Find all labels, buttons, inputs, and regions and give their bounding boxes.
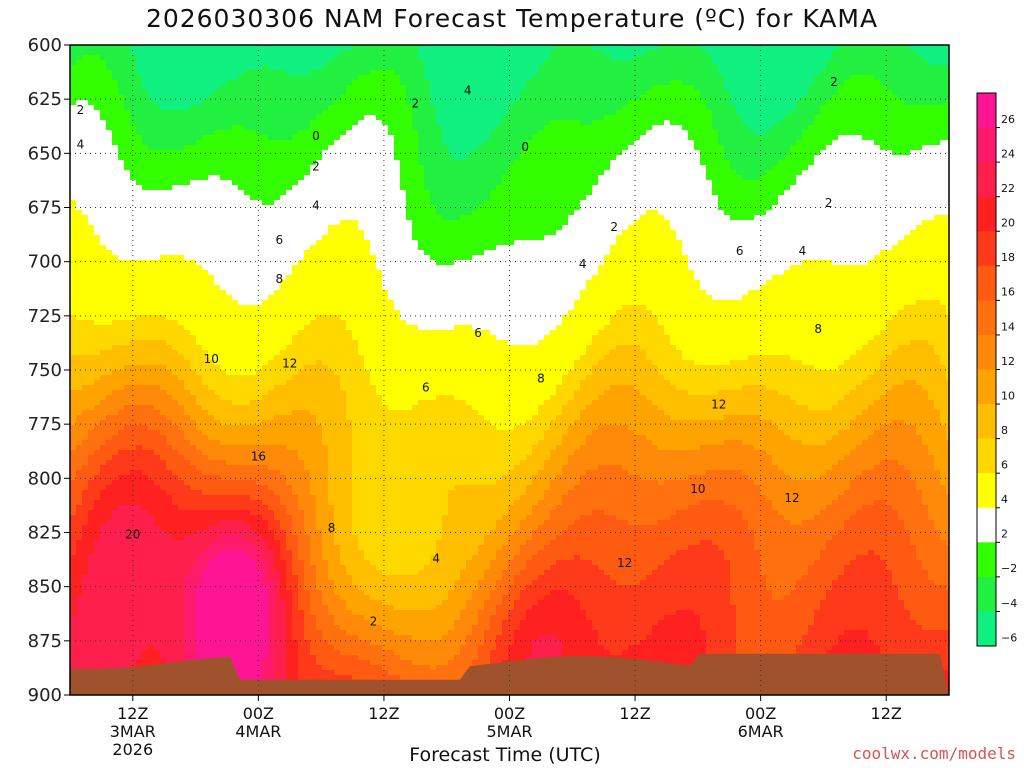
colorbar-swatch — [977, 611, 996, 647]
x-tick-label: 12Z — [368, 704, 399, 723]
y-tick-label: 775 — [28, 414, 62, 435]
contour-label: 12 — [784, 491, 799, 505]
colorbar-swatch — [977, 231, 996, 267]
colorbar-swatch — [977, 93, 996, 129]
colorbar-label: 24 — [1001, 147, 1015, 160]
colorbar-swatch — [977, 196, 996, 232]
y-tick-label: 650 — [28, 143, 62, 164]
x-tick-label: 3MAR — [110, 722, 156, 741]
colorbar-label: 4 — [1001, 493, 1008, 506]
x-tick-label: 2026 — [112, 740, 153, 759]
contour-label: 16 — [251, 450, 266, 464]
colorbar-label: 18 — [1001, 251, 1015, 264]
contour-label: 2 — [312, 159, 320, 173]
colorbar-swatch — [977, 507, 996, 543]
contour-label: 6 — [736, 244, 744, 258]
colorbar: 26 24 22 20 18 16 14 12 10 8 6 4 2 −2 −4 −6 — [976, 92, 1017, 647]
y-tick-label: 800 — [28, 468, 62, 489]
colorbar-label: 22 — [1001, 182, 1015, 195]
contour-label: 8 — [275, 272, 283, 286]
colorbar-label: 14 — [1001, 320, 1015, 333]
contour-label: 10 — [690, 482, 705, 496]
colorbar-swatch — [977, 404, 996, 440]
contour-label: 4 — [312, 198, 320, 212]
x-tick-label: 5MAR — [486, 722, 532, 741]
colorbar-label: 16 — [1001, 286, 1015, 299]
contour-label: 2 — [825, 196, 833, 210]
x-tick-label: 12Z — [871, 704, 902, 723]
contour-label: 4 — [432, 552, 440, 566]
contour-label: 6 — [275, 233, 283, 247]
y-tick-label: 875 — [28, 631, 62, 652]
contour-label: 4 — [579, 257, 587, 271]
contour-labels: 0 0 2 2 2 4 4 2 4 2 2 6 4 6 4 8 6 8 10 12 8 6 12 16 10 12 20 8 4 12 2 — [77, 75, 838, 628]
colorbar-swatch — [977, 473, 996, 509]
colorbar-swatch — [977, 369, 996, 405]
contour-label: 12 — [711, 398, 726, 412]
grid — [70, 45, 949, 695]
y-tick-label: 825 — [28, 523, 62, 544]
contour-label: 2 — [370, 614, 378, 628]
contour-label: 12 — [617, 556, 632, 570]
y-tick-label: 750 — [28, 360, 62, 381]
contour-label: 0 — [312, 129, 320, 143]
colorbar-label: 26 — [1001, 113, 1015, 126]
colorbar-swatch — [977, 127, 996, 163]
colorbar-swatch — [977, 265, 996, 301]
contour-label: 2 — [412, 97, 420, 111]
colorbar-swatch — [977, 162, 996, 198]
plot-area — [70, 45, 949, 695]
contour-label: 12 — [282, 357, 297, 371]
x-tick-label: 12Z — [117, 704, 148, 723]
contour-label: 8 — [328, 521, 336, 535]
contour-label: 2 — [77, 103, 85, 117]
y-tick-label: 625 — [28, 89, 62, 110]
colorbar-swatch — [977, 300, 996, 336]
contour-label: 0 — [521, 140, 529, 154]
contour-label: 2 — [610, 220, 618, 234]
x-tick-label: 12Z — [619, 704, 650, 723]
y-tick-label: 600 — [28, 35, 62, 56]
contour-label: 4 — [464, 84, 472, 98]
y-tick-label: 725 — [28, 306, 62, 327]
credit-text: coolwx.com/models — [852, 744, 1016, 763]
colorbar-label: −4 — [1001, 597, 1017, 610]
x-tick-label: 00Z — [494, 704, 525, 723]
colorbar-label: 12 — [1001, 355, 1015, 368]
colorbar-label: 20 — [1001, 217, 1015, 230]
contour-label: 6 — [474, 326, 482, 340]
x-axis-label: Forecast Time (UTC) — [409, 744, 601, 766]
contour-label: 20 — [125, 528, 140, 542]
y-tick-label: 700 — [28, 252, 62, 273]
x-tick-label: 6MAR — [738, 722, 784, 741]
contour-label: 4 — [77, 138, 85, 152]
ground-area — [70, 653, 949, 695]
colorbar-swatch — [977, 542, 996, 578]
y-tick-label: 850 — [28, 577, 62, 598]
x-tick-label: 00Z — [745, 704, 776, 723]
colorbar-label: 6 — [1001, 459, 1008, 472]
colorbar-label: 8 — [1001, 424, 1008, 437]
contour-label: 8 — [814, 322, 822, 336]
colorbar-swatch — [977, 438, 996, 474]
x-tick-label: 4MAR — [235, 722, 281, 741]
contour-label: 4 — [799, 244, 807, 258]
contour-label: 6 — [422, 380, 430, 394]
contour-label: 2 — [830, 75, 838, 89]
contour-label: 8 — [537, 372, 545, 386]
colorbar-label: −6 — [1001, 631, 1017, 644]
colorbar-swatch — [977, 334, 996, 370]
colorbar-label: 2 — [1001, 528, 1008, 541]
x-tick-label: 00Z — [243, 704, 274, 723]
colorbar-label: 10 — [1001, 389, 1015, 402]
y-tick-label: 900 — [28, 685, 62, 706]
colorbar-label: −2 — [1001, 562, 1017, 575]
chart-title: 2026030306 NAM Forecast Temperature (ºC)… — [145, 4, 879, 33]
y-axis: 600 625 650 675 700 725 750 775 800 825 850 875 900 — [28, 35, 70, 706]
y-tick-label: 675 — [28, 198, 62, 219]
colorbar-swatch — [977, 576, 996, 612]
contour-label: 10 — [204, 352, 219, 366]
